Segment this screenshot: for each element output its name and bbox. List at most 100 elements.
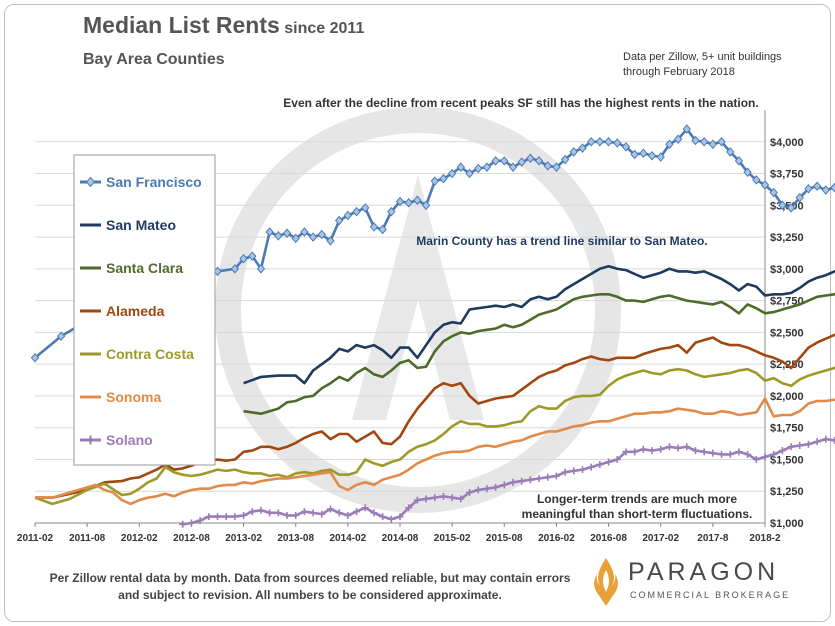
data-point-san-francisco — [673, 134, 683, 144]
data-point-solano — [718, 450, 726, 458]
data-point-san-francisco — [682, 124, 691, 134]
data-point-solano — [587, 463, 595, 471]
series-line-alameda — [35, 333, 835, 499]
x-tick-label: 2011-02 — [17, 533, 54, 544]
data-point-san-francisco — [595, 137, 605, 147]
data-point-solano — [509, 478, 517, 486]
y-tick-label: $2,000 — [770, 391, 804, 403]
y-tick-label: $4,000 — [770, 137, 804, 149]
data-point-solano — [804, 440, 812, 448]
data-point-solano — [413, 496, 421, 504]
x-tick-label: 2018-2 — [749, 533, 781, 544]
data-point-solano — [796, 441, 804, 449]
paragon-logo: PARAGON COMMERCIAL BROKERAGE — [588, 552, 818, 612]
data-point-solano — [526, 476, 534, 484]
data-point-solano — [735, 448, 743, 456]
data-point-san-francisco — [274, 231, 283, 241]
disclaimer: Per Zillow rental data by month. Data fr… — [0, 570, 620, 604]
data-point-solano — [300, 508, 308, 516]
data-point-solano — [318, 510, 326, 518]
x-tick-label: 2014-02 — [330, 533, 367, 544]
legend-label-sonoma: Sonoma — [106, 389, 161, 405]
data-point-san-francisco — [830, 182, 835, 193]
data-point-solano — [396, 513, 404, 521]
legend-label-alameda: Alameda — [106, 303, 165, 319]
data-point-san-francisco — [804, 184, 813, 194]
data-point-san-francisco — [447, 168, 457, 179]
data-point-solano — [431, 494, 439, 502]
data-point-solano — [405, 504, 413, 512]
data-point-san-francisco — [552, 162, 561, 172]
data-point-san-francisco — [500, 156, 509, 166]
data-point-san-francisco — [256, 264, 266, 274]
data-point-solano — [283, 511, 291, 519]
data-point-solano — [422, 495, 430, 503]
chart-title-suffix: since 2011 — [284, 20, 365, 37]
data-point-solano — [187, 519, 195, 527]
x-tick-label: 2015-02 — [434, 533, 471, 544]
data-point-san-francisco — [465, 168, 474, 179]
data-point-san-francisco — [778, 200, 787, 211]
data-point-san-francisco — [517, 157, 526, 167]
data-point-san-francisco — [300, 227, 309, 237]
x-tick-label: 2013-08 — [277, 533, 314, 544]
series-line-san-mateo — [243, 264, 835, 385]
data-point-san-francisco — [421, 200, 431, 211]
data-point-san-francisco — [665, 139, 674, 150]
data-point-san-francisco — [717, 137, 726, 147]
data-point-san-francisco — [743, 167, 752, 178]
x-tick-label: 2016-08 — [590, 533, 627, 544]
data-point-solano — [683, 443, 691, 451]
data-point-solano — [570, 467, 578, 475]
data-point-solano — [335, 509, 343, 517]
disclaimer-line1: Per Zillow rental data by month. Data fr… — [49, 571, 571, 585]
data-point-san-francisco — [656, 152, 665, 162]
data-point-san-francisco — [456, 162, 465, 172]
data-point-san-francisco — [430, 176, 439, 186]
data-point-san-francisco — [708, 139, 718, 150]
annotation-background — [518, 492, 756, 520]
data-point-san-francisco — [569, 147, 578, 157]
data-point-solano — [535, 475, 543, 483]
data-point-san-francisco — [361, 203, 370, 213]
data-point-solano — [222, 513, 230, 521]
x-tick-label: 2012-08 — [173, 533, 210, 544]
data-point-solano — [448, 494, 456, 502]
data-point-solano — [326, 505, 334, 513]
paragon-flame-icon — [594, 558, 618, 606]
data-point-san-francisco — [248, 251, 257, 261]
legend-label-solano: Solano — [106, 432, 153, 448]
data-point-solano — [778, 447, 786, 455]
data-point-solano — [387, 515, 395, 523]
x-tick-label: 2016-02 — [538, 533, 575, 544]
data-point-san-francisco — [491, 156, 500, 166]
data-point-san-francisco — [621, 142, 631, 152]
legend-label-santa-clara: Santa Clara — [106, 260, 183, 276]
data-point-solano — [613, 455, 621, 463]
data-point-san-francisco — [647, 150, 657, 161]
data-point-san-francisco — [526, 153, 535, 164]
data-point-san-francisco — [508, 162, 518, 172]
y-tick-label: $3,000 — [770, 264, 804, 276]
data-point-san-francisco — [369, 222, 379, 232]
data-point-san-francisco — [265, 227, 274, 237]
data-point-san-francisco — [439, 173, 448, 184]
data-point-san-francisco — [30, 353, 40, 363]
y-tick-label: $1,500 — [770, 454, 804, 466]
data-point-san-francisco — [239, 253, 248, 264]
data-point-san-francisco — [700, 137, 709, 147]
data-point-san-francisco — [604, 137, 613, 147]
legend-label-san-mateo: San Mateo — [106, 217, 176, 233]
data-point-san-francisco — [578, 143, 587, 153]
data-point-solano — [726, 450, 734, 458]
data-point-solano — [466, 489, 474, 497]
y-tick-label: $1,250 — [770, 486, 804, 498]
annotation-marin: Marin County has a trend line similar to… — [416, 234, 707, 248]
annotation-sf: Even after the decline from recent peaks… — [283, 96, 758, 110]
logo-name: PARAGON — [628, 558, 780, 586]
data-point-solano — [353, 508, 361, 516]
data-point-san-francisco — [317, 229, 326, 240]
data-point-solano — [457, 495, 465, 503]
data-point-solano — [500, 481, 508, 489]
